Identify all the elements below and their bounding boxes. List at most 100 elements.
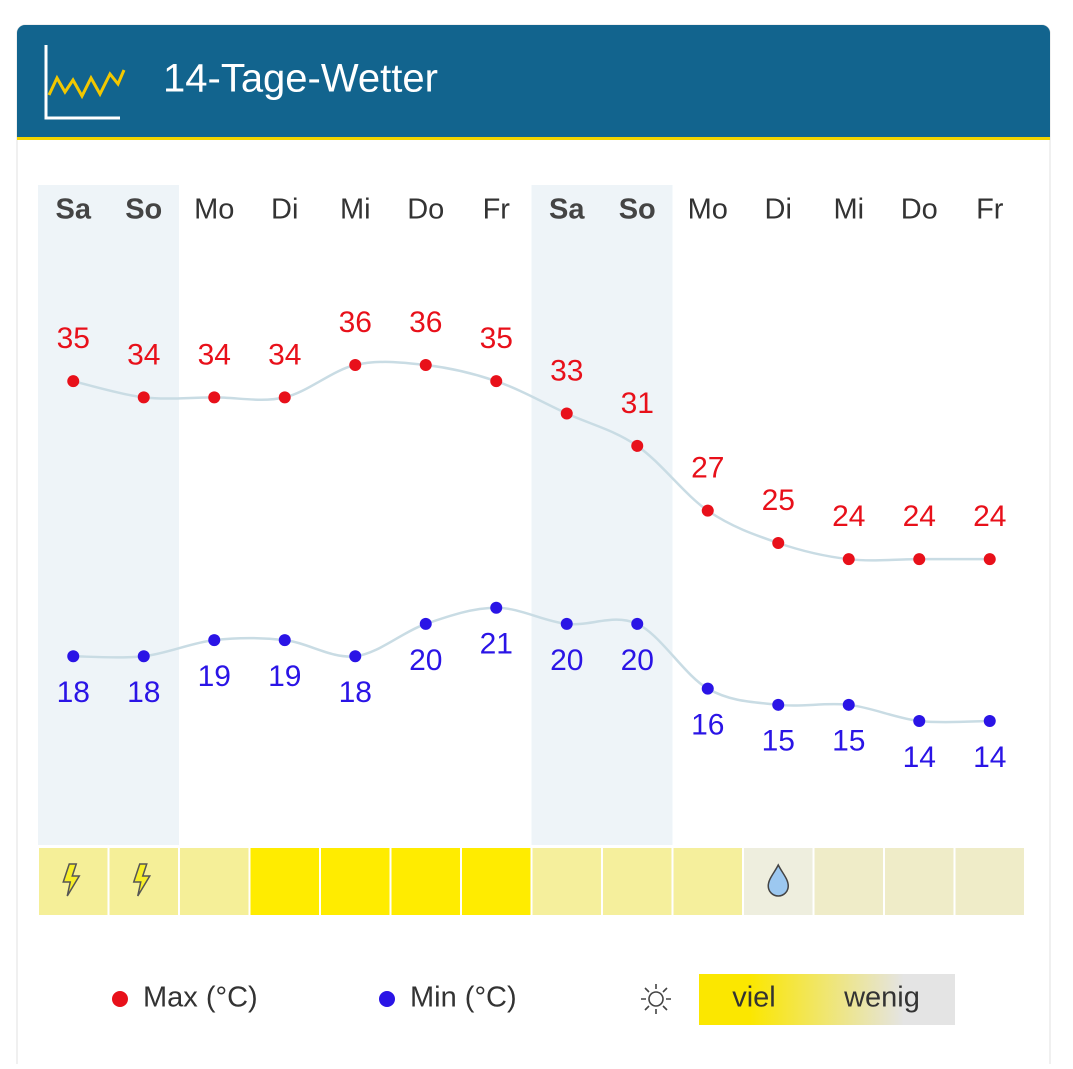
value-label: 24 — [832, 500, 865, 533]
header-border — [17, 137, 1050, 140]
point — [278, 391, 291, 404]
day-label: So — [619, 194, 656, 226]
point — [490, 601, 503, 614]
value-label: 36 — [339, 306, 372, 339]
weekend-band — [38, 185, 179, 845]
value-label: 18 — [339, 676, 372, 709]
value-label: 31 — [621, 387, 654, 420]
sunshine-legend-bar — [699, 974, 955, 1025]
day-label: Mo — [688, 194, 728, 226]
header-icon — [44, 45, 126, 120]
sunshine-cell — [532, 848, 601, 915]
sunshine-cell — [180, 848, 249, 915]
thunder-icon — [62, 863, 81, 897]
value-label: 15 — [832, 725, 865, 758]
point — [419, 617, 432, 630]
point — [913, 553, 926, 566]
point — [701, 682, 714, 695]
value-label: 18 — [57, 676, 90, 709]
value-label: 34 — [268, 338, 301, 371]
value-label: 34 — [198, 338, 231, 371]
point — [419, 359, 432, 371]
sunshine-cell — [603, 848, 672, 915]
day-label: Di — [271, 194, 298, 226]
value-label: 15 — [762, 725, 795, 758]
sunshine-cell — [885, 848, 954, 915]
point — [701, 504, 714, 517]
sunshine-cell — [391, 848, 460, 915]
value-label: 19 — [198, 660, 231, 693]
legend-label: Max (°C) — [143, 982, 258, 1014]
point — [67, 375, 80, 388]
day-label: Do — [901, 194, 938, 226]
point — [772, 698, 785, 711]
sunshine-legend-low: wenig — [843, 982, 920, 1014]
day-label: Sa — [56, 194, 92, 226]
sunshine-legend-high: viel — [732, 982, 776, 1014]
header — [17, 25, 1050, 138]
point — [631, 617, 644, 630]
point — [490, 375, 503, 388]
sunshine-cell — [250, 848, 319, 915]
point — [208, 634, 221, 647]
point — [772, 537, 785, 549]
value-label: 21 — [480, 628, 513, 661]
point — [67, 650, 80, 663]
point — [913, 715, 926, 727]
value-label: 16 — [691, 709, 724, 742]
value-label: 19 — [268, 660, 301, 693]
point — [631, 439, 644, 452]
point — [349, 650, 362, 663]
value-label: 20 — [409, 644, 442, 677]
value-label: 24 — [973, 500, 1006, 533]
rain-icon — [767, 863, 790, 897]
day-label: Di — [765, 194, 792, 226]
sunshine-cell — [321, 848, 390, 915]
day-label: So — [125, 194, 162, 226]
value-label: 20 — [621, 644, 654, 677]
value-label: 27 — [691, 452, 724, 485]
day-label: Fr — [483, 194, 511, 226]
point — [983, 715, 996, 727]
value-label: 36 — [409, 306, 442, 339]
day-label: Mi — [833, 194, 864, 226]
sunshine-cell — [814, 848, 883, 915]
sun-legend-icon — [641, 984, 671, 1014]
value-label: 34 — [127, 338, 160, 371]
value-label: 33 — [550, 354, 583, 387]
day-label: Mi — [340, 194, 371, 226]
point — [278, 634, 291, 647]
point — [137, 650, 150, 663]
thunder-icon — [132, 863, 152, 897]
point — [208, 391, 221, 404]
day-label: Sa — [549, 194, 585, 226]
point — [137, 391, 150, 404]
sunshine-cell — [955, 848, 1024, 915]
legend-dot — [112, 991, 128, 1007]
point — [349, 359, 362, 371]
value-label: 14 — [973, 741, 1006, 774]
point — [842, 698, 855, 711]
value-label: 24 — [903, 500, 936, 533]
day-label: Mo — [194, 194, 234, 226]
weekend-band — [531, 185, 673, 845]
title: 14-Tage-Wetter — [163, 57, 438, 101]
value-label: 35 — [57, 322, 90, 355]
series-line — [72, 360, 990, 562]
point — [842, 553, 855, 566]
sunshine-cell — [673, 848, 742, 915]
legend-dot — [379, 991, 395, 1007]
point — [560, 407, 573, 420]
point — [560, 617, 573, 630]
day-label: Do — [407, 194, 444, 226]
value-label: 14 — [903, 741, 936, 774]
value-label: 18 — [127, 676, 160, 709]
point — [983, 553, 996, 566]
day-label: Fr — [976, 194, 1004, 226]
legend-label: Min (°C) — [410, 982, 517, 1014]
value-label: 35 — [480, 322, 513, 355]
sunshine-cell — [462, 848, 531, 915]
series-line — [73, 606, 990, 724]
